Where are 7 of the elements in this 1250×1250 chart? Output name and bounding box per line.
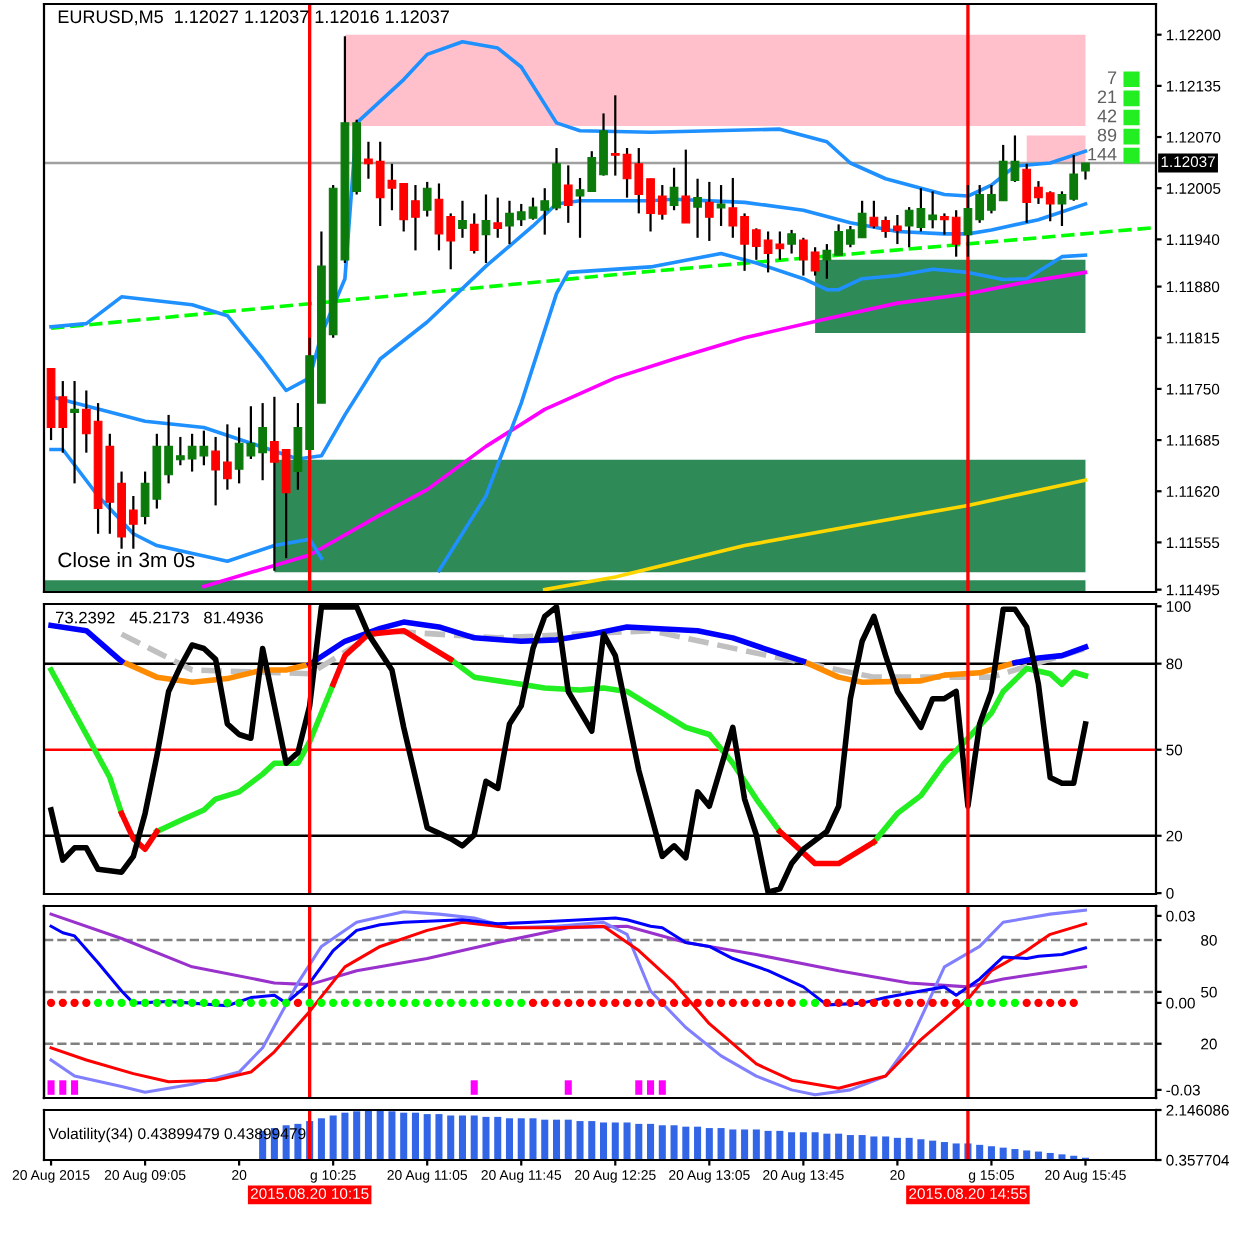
annotation: 89 bbox=[1097, 128, 1117, 142]
annotation: Close in 3m 0s bbox=[58, 552, 195, 568]
annotation: 144 bbox=[1088, 147, 1117, 161]
annotation: 42 bbox=[1097, 109, 1117, 123]
annotation: 7 bbox=[1107, 71, 1117, 84]
annotation: 21 bbox=[1097, 90, 1117, 104]
annotation: 73.2392 45.2173 81.4936 bbox=[55, 611, 263, 624]
